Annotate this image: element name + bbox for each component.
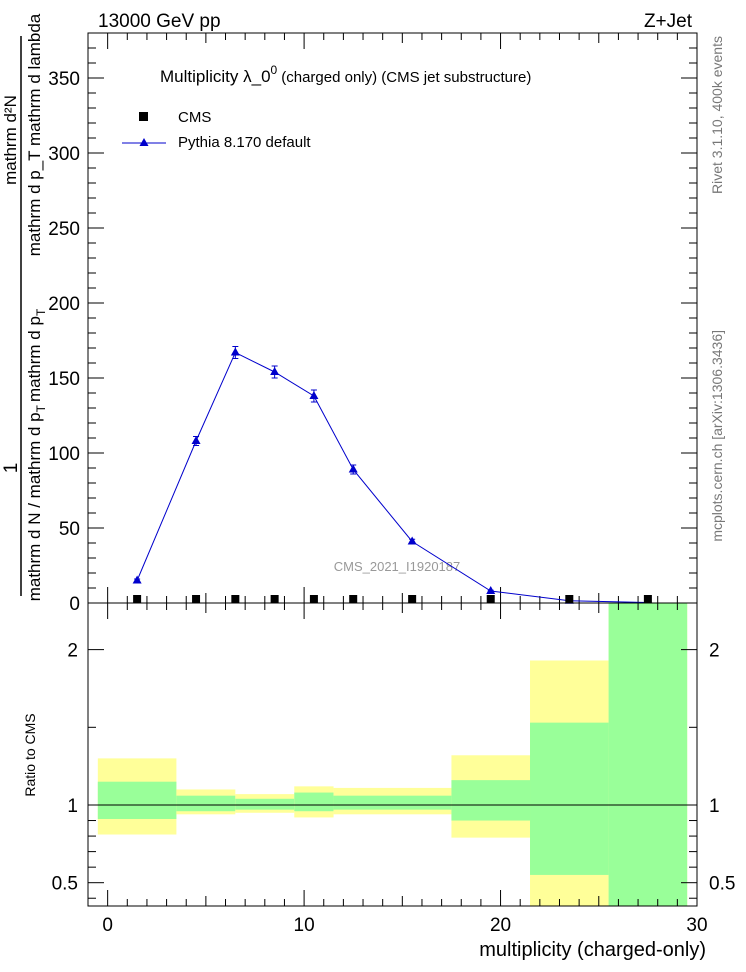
ratio-x-axis-label: multiplicity (charged-only) [479, 939, 706, 961]
ylabel-denominator-part-2: mathrm d p [25, 316, 44, 402]
ylabel-denominator: mathrm d N / mathrm d pTmathrm d pT [25, 308, 48, 601]
ratio-y-tick-label: 0.5 [52, 874, 78, 895]
ratio-y-tick-label: 1 [67, 796, 78, 817]
cms-point [408, 595, 417, 603]
ylabel-numerator: mathrm d²N [1, 95, 20, 185]
legend-pythia-label: Pythia 8.170 default [178, 134, 311, 151]
ratio-plot-frame [87, 602, 698, 907]
x-tick-label: 10 [294, 915, 315, 936]
pythia-point [270, 367, 280, 375]
y-tick-label: 200 [48, 294, 80, 315]
ylabel-numerator-line-2: mathrm d p_T mathrm d lambda [25, 13, 44, 256]
pythia-point [132, 575, 142, 584]
ratio-inner-band [176, 795, 236, 812]
pythia-point [191, 436, 201, 444]
x-tick-label: 30 [686, 915, 707, 936]
cms-point [231, 595, 240, 603]
ratio-axes: 0.5 0.51 12 20 10 20 30 [52, 603, 735, 936]
cms-point [565, 595, 574, 603]
ratio-inner-band [530, 722, 609, 875]
ratio-inner-band [294, 792, 334, 812]
ylabel-denominator-sub-2: T [34, 308, 48, 316]
title-sub: (charged only) (CMS jet substructure) [281, 69, 531, 86]
cms-point [486, 595, 495, 603]
energy-label: 13000 GeV pp [98, 11, 221, 32]
y-tick-label: 300 [48, 144, 80, 165]
y-tick-label: 50 [59, 519, 80, 540]
mcplots-label: mcplots.cern.ch [arXiv:1306.3436] [709, 330, 725, 542]
main-axes: 0 50 100 150 200 250 300 350 [48, 32, 698, 615]
ratio-inner-band [97, 781, 177, 819]
ratio-y-tick-label-right: 2 [709, 641, 720, 662]
analysis-watermark: CMS_2021_I1920187 [334, 559, 461, 574]
ratio-inner-band [235, 798, 295, 810]
cms-point [192, 595, 201, 603]
main-plot-title: Multiplicity λ_00 (charged only) (CMS jet… [160, 63, 531, 86]
y-tick-label: 0 [69, 594, 80, 615]
ratio-inner-band [451, 780, 531, 821]
ratio-y-tick-label-right: 1 [709, 796, 720, 817]
main-series [132, 346, 653, 606]
pythia-point [230, 347, 240, 356]
cms-point [643, 595, 652, 603]
pythia-line [136, 351, 648, 604]
title-main: Multiplicity λ_0 [160, 67, 271, 86]
ratio-inner-band [608, 603, 688, 906]
cms-point [309, 595, 318, 603]
ylabel-denominator-sub-1: T [34, 404, 48, 412]
ratio-bands [88, 603, 697, 906]
pythia-point [348, 464, 358, 473]
cms-point [349, 595, 358, 603]
ratio-y-axis-label: Ratio to CMS [22, 713, 38, 796]
legend-pythia-marker [139, 138, 149, 146]
ratio-inner-band [333, 795, 452, 810]
y-tick-label: 350 [48, 69, 80, 90]
ylabel-numerator-2: mathrm d p_T mathrm d lambda [25, 13, 44, 256]
y-tick-label: 150 [48, 369, 80, 390]
ylabel-prefix: 1 [1, 463, 22, 474]
x-tick-label: 20 [490, 915, 511, 936]
process-label: Z+Jet [644, 11, 693, 32]
ratio-y-tick-label: 2 [67, 641, 78, 662]
legend-cms-label: CMS [178, 109, 211, 126]
pythia-point [407, 536, 417, 545]
pythia-point [486, 586, 496, 594]
x-tick-label: 0 [102, 915, 113, 936]
y-tick-label: 250 [48, 219, 80, 240]
cms-point [133, 595, 142, 603]
ylabel-denominator-part-1: mathrm d N / mathrm d p [25, 412, 44, 601]
pythia-point [309, 391, 319, 399]
ylabel-numerator-line: mathrm d²N [1, 95, 20, 185]
ratio-y-tick-label-right: 0.5 [709, 874, 735, 895]
legend-cms-marker [139, 112, 148, 121]
main-y-axis-label: 1 mathrm d²N mathrm d p_T mathrm d lambd… [1, 13, 48, 601]
rivet-label: Rivet 3.1.10, 400k events [709, 36, 725, 194]
y-tick-label: 100 [48, 444, 80, 465]
cms-point [270, 595, 279, 603]
title-sup: 0 [271, 63, 278, 77]
legend: CMS Pythia 8.170 default [122, 109, 311, 151]
